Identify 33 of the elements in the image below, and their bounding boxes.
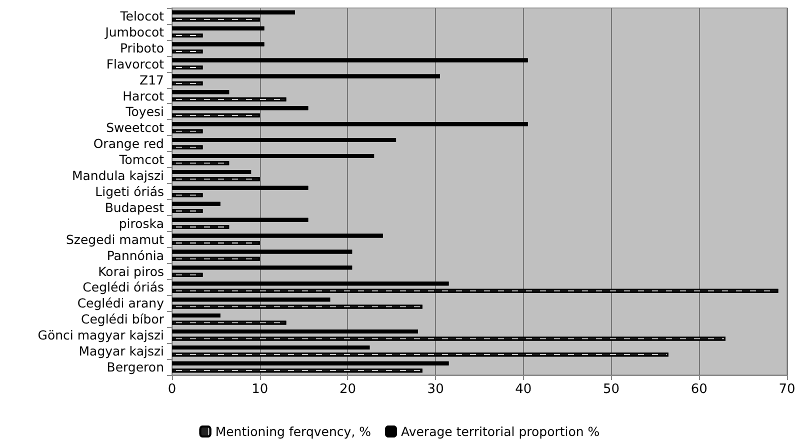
y-tick-label: piroska	[118, 216, 164, 231]
x-tick-label: 0	[168, 382, 176, 397]
y-tick-label: Magyar kajszi	[78, 344, 164, 359]
x-tick-label: 60	[690, 382, 708, 397]
y-tick-label: Priboto	[120, 40, 164, 56]
y-tick-label: Sweetcot	[106, 120, 164, 136]
x-tick-label: 10	[252, 382, 268, 397]
legend-label: Average territorial proportion %	[401, 424, 600, 439]
y-tick-label: Szegedi mamut	[66, 232, 164, 247]
y-tick-label: Ceglédi óriás	[82, 280, 164, 295]
y-tick-label: Pannónia	[106, 248, 164, 263]
y-tick-label: Ceglédi bíbor	[80, 312, 165, 327]
y-tick-label: Gönci magyar kajszi	[38, 328, 164, 343]
y-tick-label: Ligeti óriás	[95, 184, 164, 199]
y-tick-label: Z17	[140, 72, 164, 88]
y-tick-label: Ceglédi arany	[77, 296, 165, 311]
x-tick-label: 40	[515, 382, 532, 397]
x-tick-label: 30	[427, 382, 444, 397]
y-tick-label: Mandula kajszi	[72, 168, 164, 184]
y-tick-label: Budapest	[104, 200, 164, 215]
y-tick-label: Orange red	[93, 136, 164, 152]
x-tick-label: 20	[339, 382, 356, 397]
y-tick-label: Telocot	[119, 8, 164, 24]
y-tick-label: Tomcot	[118, 152, 164, 168]
y-tick-label: Harcot	[122, 88, 164, 104]
y-tick-label: Flavorcot	[106, 56, 164, 72]
legend-label: Mentioning ferqvency, %	[215, 424, 372, 439]
y-tick-label: Korai piros	[98, 264, 164, 279]
x-tick-label: 70	[778, 382, 796, 397]
y-tick-label: Bergeron	[106, 360, 164, 375]
y-tick-label: Jumbocot	[104, 24, 164, 40]
x-tick-label: 50	[603, 382, 620, 397]
y-tick-label: Toyesi	[124, 104, 164, 120]
